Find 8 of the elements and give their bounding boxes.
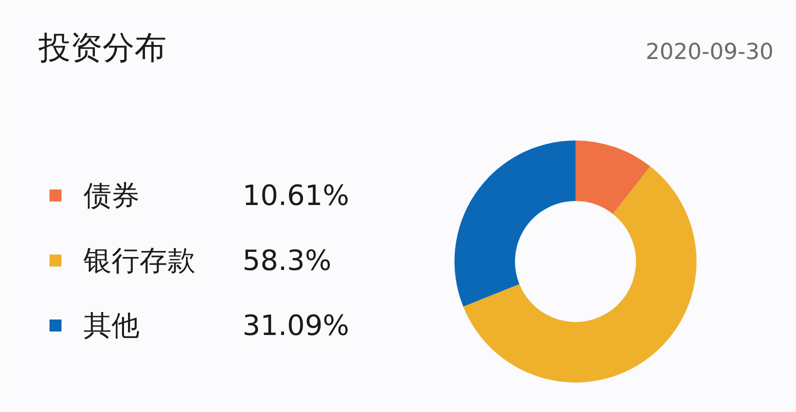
chart-subtitle: 2020-09-30 [646,40,774,65]
data-label: 58.3% [242,244,332,277]
legend-label: 银行存款 [82,244,196,277]
legend-label: 债券 [84,179,140,212]
data-label: 31.09% [242,309,350,342]
data-label: 10.61% [242,179,350,212]
legend-label: 其他 [84,309,140,342]
chart-title: 投资分布 [38,28,166,66]
